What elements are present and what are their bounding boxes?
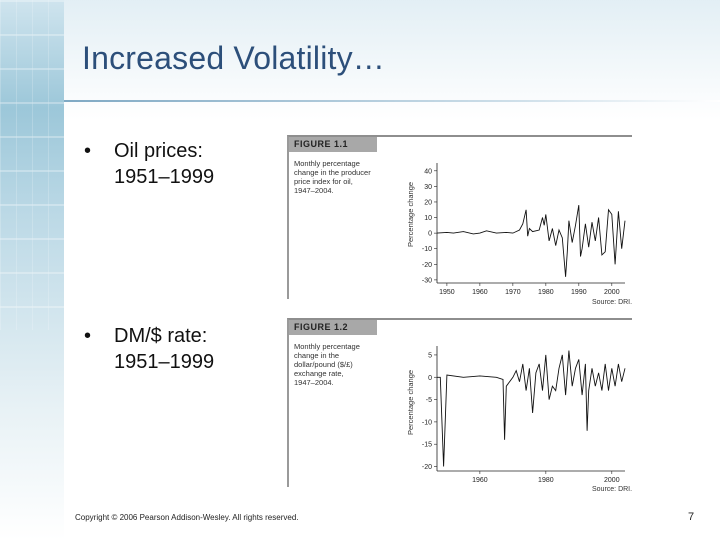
y-tick-label: 20: [424, 199, 432, 206]
y-tick-label: -20: [422, 464, 432, 471]
y-tick-label: 30: [424, 184, 432, 191]
x-tick-label: 1970: [505, 289, 521, 296]
bullet-line: Oil prices:: [114, 140, 203, 162]
caption-line: Monthly percentage: [294, 342, 360, 351]
title-divider: [64, 100, 720, 102]
caption-line: price index for oil,: [294, 177, 353, 186]
slide-title: Increased Volatility…: [82, 40, 386, 76]
x-tick-label: 1960: [472, 477, 488, 484]
caption-line: Monthly percentage: [294, 159, 360, 168]
y-tick-label: 40: [424, 168, 432, 175]
caption-line: exchange rate,: [294, 369, 344, 378]
bullet-marker: •: [84, 325, 92, 347]
bullet-marker: •: [84, 140, 92, 162]
x-tick-label: 1960: [472, 289, 488, 296]
y-tick-label: -5: [426, 397, 432, 404]
figure-heading: FIGURE 1.2: [294, 322, 349, 332]
figure-heading-tab: [289, 320, 377, 335]
figure-oil-prices: FIGURE 1.1 Monthly percentage change in …: [287, 135, 632, 299]
series-line: [437, 350, 626, 467]
strip-pattern: [0, 0, 64, 330]
x-tick-label: 1980: [538, 289, 554, 296]
figure-source: Source: DRI.: [592, 486, 633, 493]
y-tick-label: 10: [424, 215, 432, 222]
y-tick-label: -10: [422, 246, 432, 253]
y-tick-label: -15: [422, 442, 432, 449]
y-tick-label: 0: [428, 375, 432, 382]
caption-line: 1947–2004.: [294, 378, 334, 387]
caption-line: 1947–2004.: [294, 186, 334, 195]
x-tick-label: 1980: [538, 477, 554, 484]
caption-line: change in the producer: [294, 168, 371, 177]
y-tick-label: -20: [422, 262, 432, 269]
left-decorative-strip: [0, 0, 64, 540]
figure-caption: Monthly percentage change in the produce…: [294, 159, 384, 195]
series-line: [436, 205, 626, 277]
x-tick-label: 2000: [604, 477, 620, 484]
bullet-line: 1951–1999: [114, 166, 215, 188]
bullet-oil-prices: • Oil prices: 1951–1999: [84, 138, 274, 190]
figure-source: Source: DRI.: [592, 299, 633, 306]
y-tick-label: 0: [428, 231, 432, 238]
figure-heading: FIGURE 1.1: [294, 139, 349, 149]
x-tick-label: 1990: [571, 289, 587, 296]
y-tick-label: -30: [422, 277, 432, 284]
caption-line: change in the: [294, 351, 340, 360]
x-tick-label: 2000: [604, 289, 620, 296]
figure-caption: Monthly percentage change in the dollar/…: [294, 342, 384, 387]
y-tick-label: -10: [422, 419, 432, 426]
copyright-footer: Copyright © 2006 Pearson Addison-Wesley.…: [75, 513, 299, 522]
bullet-line: DM/$ rate:: [114, 325, 208, 347]
bullet-dm-rate: • DM/$ rate: 1951–1999: [84, 323, 274, 375]
y-tick-label: 5: [428, 352, 432, 359]
figure-exchange-rate: FIGURE 1.2 Monthly percentage change in …: [287, 318, 632, 487]
bullet-line: 1951–1999: [114, 351, 215, 373]
oil-price-chart: 40 30 20 10 0 -10 -20 -30 1950 1960 1970 1980 1990 20…: [422, 163, 626, 296]
slide-number: 7: [688, 511, 695, 523]
caption-line: dollar/pound ($/£): [294, 360, 353, 369]
exchange-rate-chart: 5 0 -5 -10 -15 -20 1960 1980 2000: [422, 346, 626, 484]
x-tick-label: 1950: [439, 289, 455, 296]
figure-heading-tab: [289, 137, 377, 152]
